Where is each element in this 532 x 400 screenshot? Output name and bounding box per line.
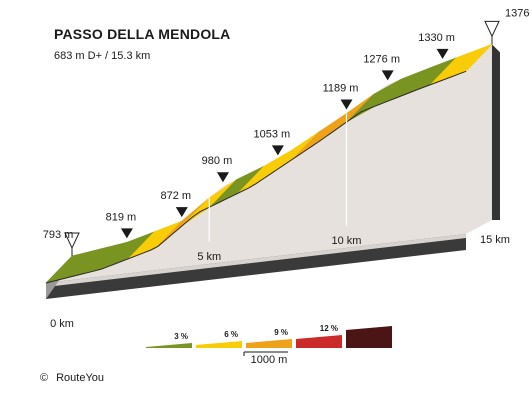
- elevation-label: 1276 m: [363, 53, 400, 65]
- elevation-label: 793 m: [43, 229, 74, 241]
- elevation-label: 1330 m: [418, 32, 455, 44]
- gradient-legend-swatch: [196, 341, 242, 348]
- gradient-legend-swatch: [296, 335, 342, 348]
- distance-ticks: 0 km 5 km 10 km 15 km: [50, 113, 510, 330]
- km-marker-icon: [120, 228, 133, 239]
- route-title: PASSO DELLA MENDOLA: [54, 26, 231, 42]
- gradient-legend-label: 12 %: [320, 324, 338, 333]
- endpoint-marker-icon: [64, 232, 80, 250]
- credit-text: RouteYou: [56, 372, 105, 384]
- elevation-label: 980 m: [202, 155, 233, 167]
- km-marker-icon: [381, 70, 394, 81]
- gradient-legend: 3 % 6 % 9 % 12 % 1000 m: [146, 324, 392, 366]
- km-marker-icon: [175, 207, 188, 218]
- elevation-label: 872 m: [161, 190, 192, 202]
- gradient-legend-swatch: [246, 339, 292, 348]
- profile-front-edge: [45, 70, 467, 284]
- credit: © RouteYou: [40, 372, 104, 384]
- profile-base-top: [46, 233, 466, 287]
- distance-tick-label: 0 km: [50, 318, 74, 330]
- route-summary: 683 m D+ / 15.3 km: [54, 50, 151, 62]
- profile-right-side: [491, 44, 500, 220]
- gradient-legend-swatch: [346, 326, 392, 348]
- km-marker-icon: [436, 48, 449, 59]
- scale-bar-label: 1000 m: [251, 354, 288, 366]
- km-marker-icon: [216, 172, 229, 183]
- copyright-symbol: ©: [40, 372, 49, 384]
- km-marker-icon: [340, 99, 353, 110]
- gradient-legend-label: 9 %: [274, 328, 288, 337]
- elevation-markers: 793 m 819 m 872 m 980 m 1053 m 1189 m 1276 m 13…: [43, 7, 532, 256]
- elevation-label: 1376 m: [505, 7, 532, 19]
- distance-tick-label: 15 km: [480, 234, 510, 246]
- km-marker-icon: [271, 145, 284, 156]
- gradient-legend-swatch: [146, 343, 192, 348]
- endpoint-marker-icon: [484, 20, 500, 38]
- profile-base-front: [46, 233, 466, 299]
- distance-tick-label: 5 km: [197, 251, 221, 263]
- gradient-segments: [45, 44, 493, 284]
- elevation-label: 819 m: [106, 211, 137, 223]
- elevation-label: 1189 m: [323, 82, 359, 94]
- gradient-legend-label: 3 %: [174, 332, 188, 341]
- gradient-legend-label: 6 %: [224, 330, 238, 339]
- elevation-label: 1053 m: [254, 128, 291, 140]
- distance-tick-label: 10 km: [332, 235, 362, 247]
